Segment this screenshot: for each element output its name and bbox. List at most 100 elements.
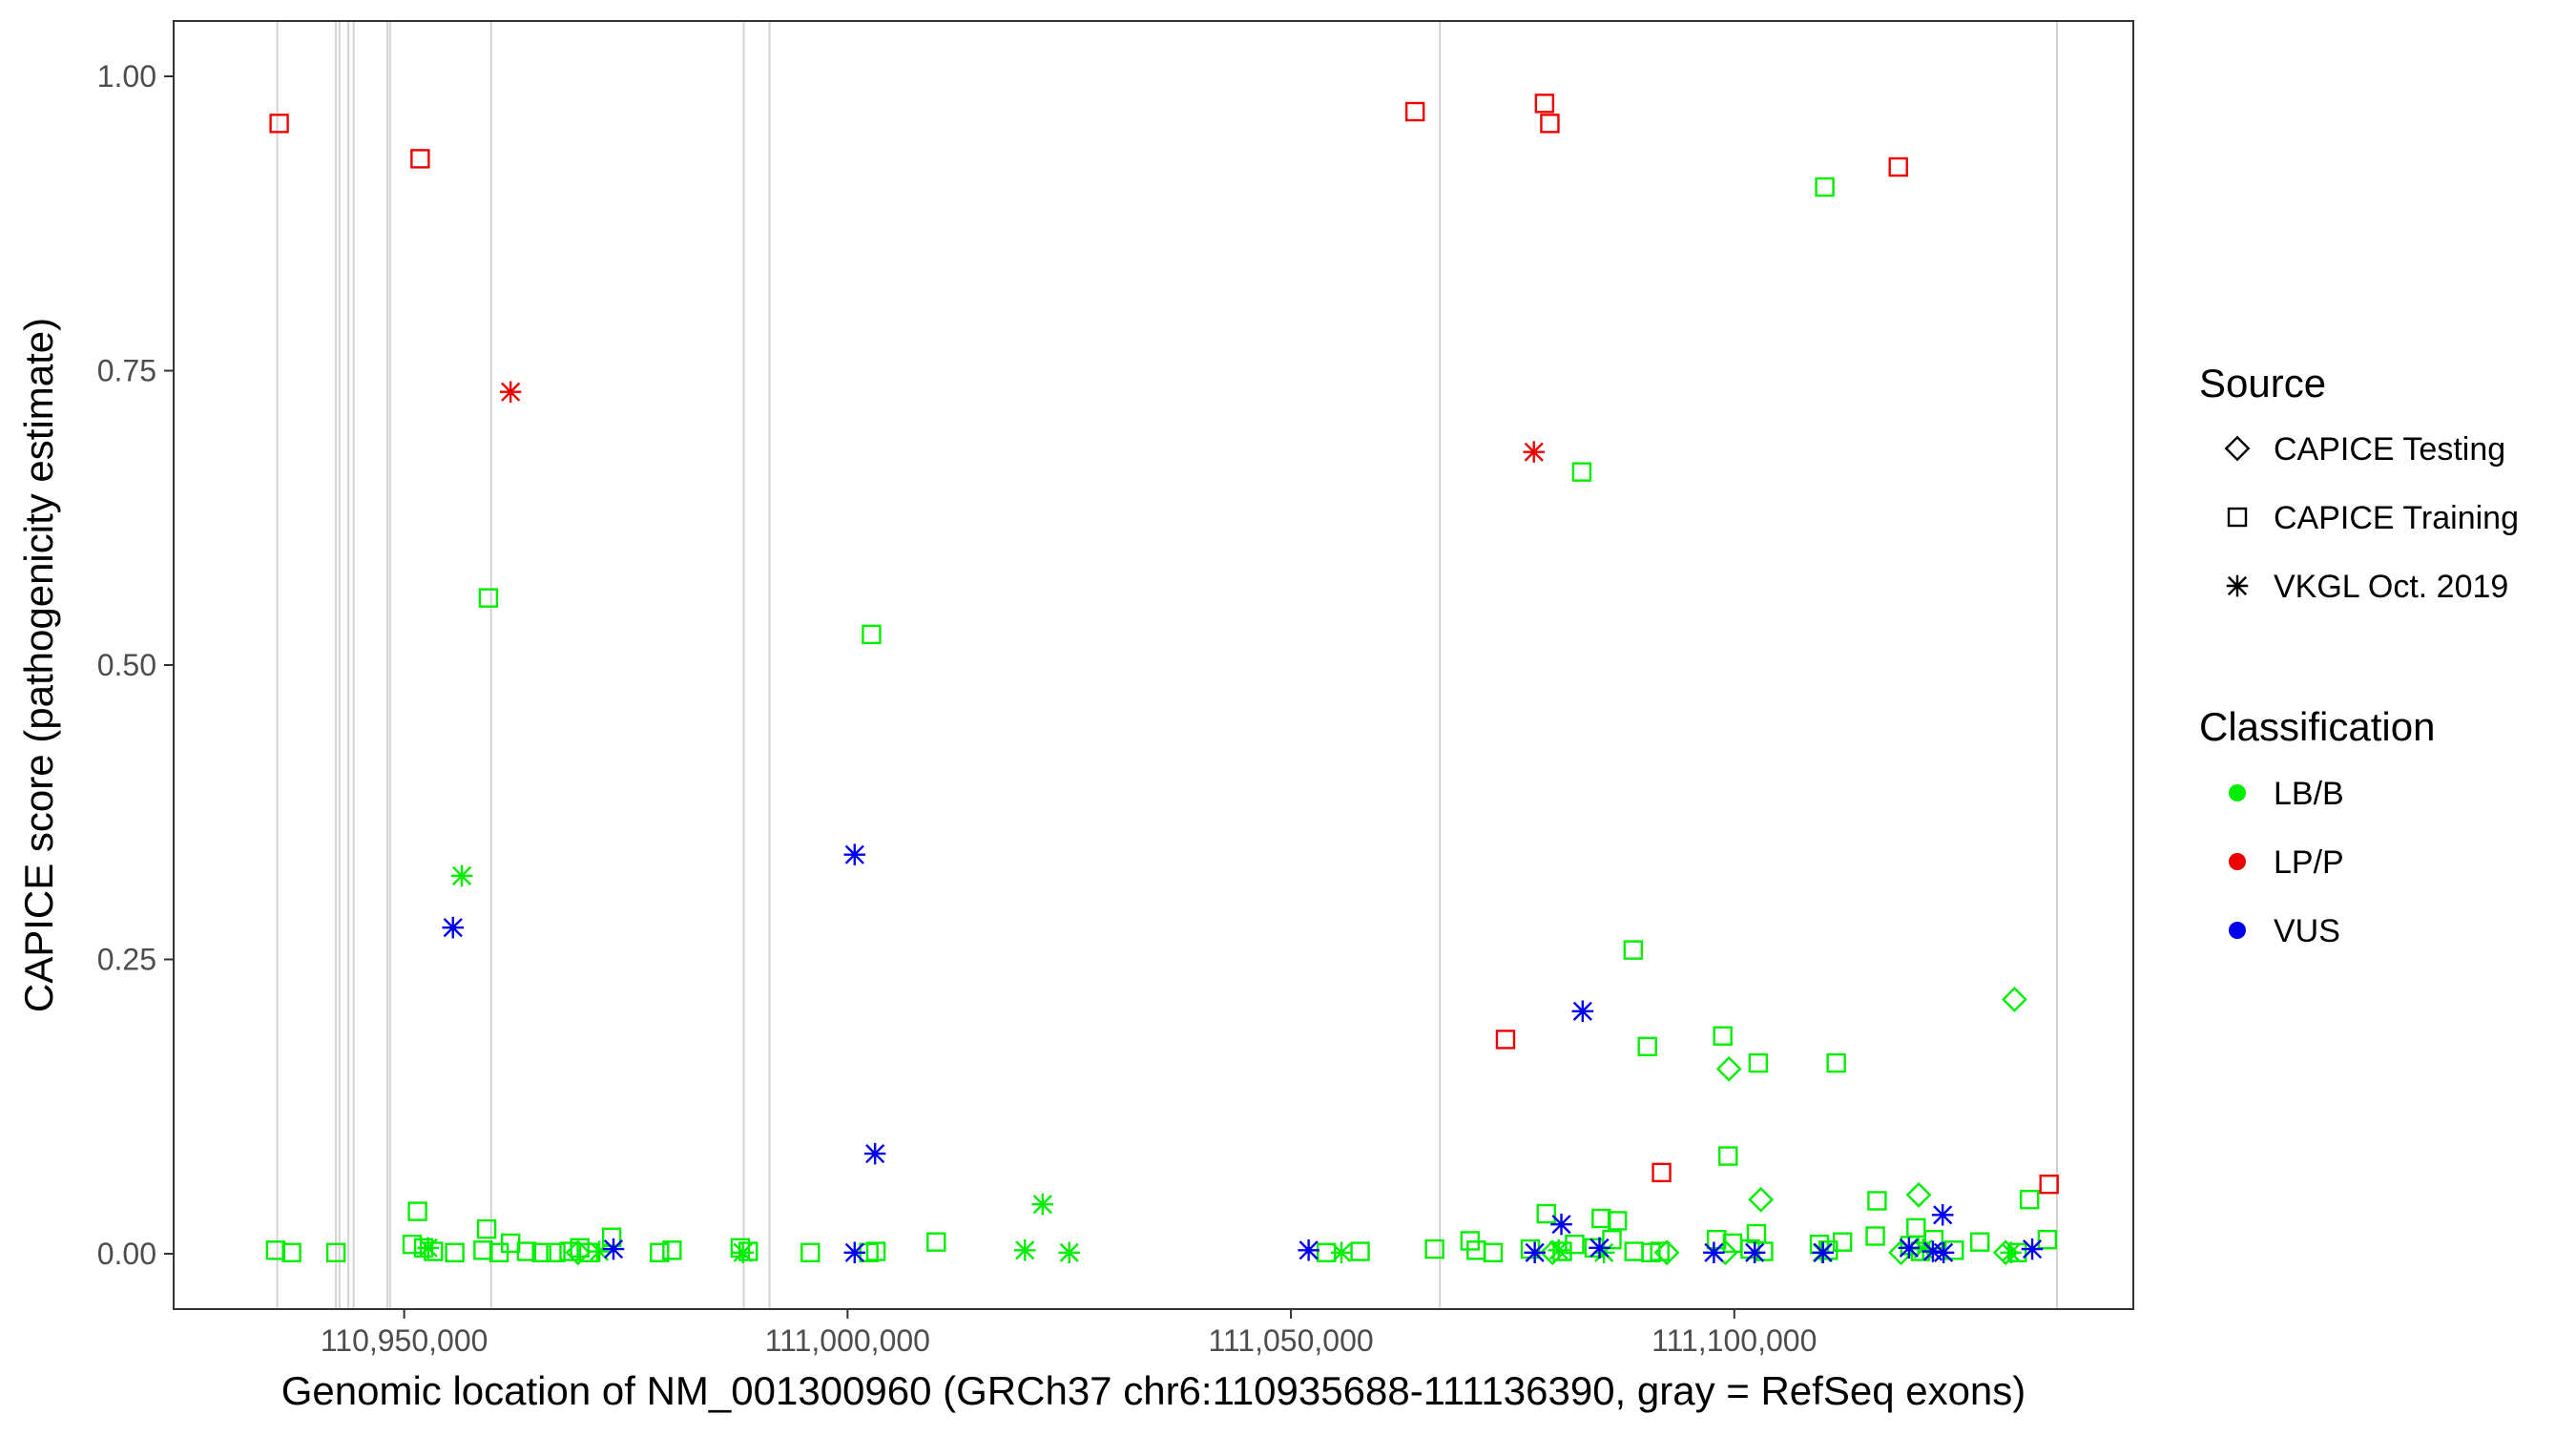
legend: Source CAPICE Testing CAPICE Training VKGL… bbox=[2199, 361, 2519, 949]
legend-classification-title: Classification bbox=[2199, 704, 2435, 749]
x-axis-label: Genomic location of NM_001300960 (GRCh37… bbox=[281, 1368, 2026, 1413]
x-axis: 110,950,000 111,000,000 111,050,000 111,100… bbox=[321, 1309, 1817, 1358]
data-point-diamond bbox=[1748, 1186, 1775, 1213]
y-axis: 0.00 0.25 0.50 0.75 1.00 bbox=[97, 59, 174, 1271]
legend-class-label: LP/P bbox=[2274, 844, 2344, 881]
data-point-diamond bbox=[1653, 1239, 1680, 1266]
data-point-asterisk bbox=[1743, 1241, 1766, 1264]
data-point-asterisk bbox=[1898, 1237, 1921, 1259]
data-point-square bbox=[1826, 1052, 1846, 1073]
data-point-asterisk bbox=[1524, 1241, 1546, 1264]
data-point-square bbox=[2037, 1229, 2058, 1250]
data-point-square bbox=[662, 1240, 682, 1260]
data-point-asterisk bbox=[588, 1240, 611, 1262]
data-point-square bbox=[865, 1241, 886, 1261]
data-point-asterisk bbox=[1932, 1241, 1955, 1264]
data-point-square bbox=[1350, 1241, 1370, 1261]
data-points bbox=[265, 94, 2059, 1266]
data-point-square bbox=[1623, 940, 1644, 960]
data-point-square bbox=[269, 114, 289, 134]
data-point-asterisk bbox=[1058, 1241, 1080, 1264]
data-point-asterisk bbox=[1931, 1204, 1954, 1226]
data-point-square bbox=[478, 588, 499, 608]
data-point-square bbox=[1404, 101, 1425, 122]
data-point-square bbox=[1591, 1208, 1611, 1229]
data-point-square bbox=[1832, 1232, 1853, 1252]
data-point-asterisk bbox=[1298, 1239, 1319, 1261]
data-point-asterisk bbox=[863, 1142, 886, 1165]
data-point-asterisk bbox=[2000, 1241, 2022, 1264]
data-point-asterisk bbox=[1912, 1238, 1934, 1260]
data-point-square bbox=[546, 1242, 566, 1262]
data-point-square bbox=[1650, 1241, 1670, 1261]
data-point-asterisk bbox=[1571, 1000, 1594, 1023]
data-point-square bbox=[1495, 1030, 1516, 1050]
data-point-asterisk bbox=[2021, 1238, 2044, 1260]
data-point-square bbox=[1607, 1211, 1628, 1231]
x-tick-label: 111,100,000 bbox=[1652, 1323, 1817, 1358]
data-point-square bbox=[1483, 1242, 1504, 1262]
data-point-asterisk bbox=[1550, 1213, 1572, 1236]
data-point-square bbox=[1718, 1146, 1738, 1166]
data-point-square bbox=[1602, 1229, 1622, 1250]
data-point-square bbox=[1748, 1052, 1769, 1073]
data-point-square bbox=[473, 1240, 493, 1260]
data-point-asterisk bbox=[602, 1238, 625, 1260]
data-point-square bbox=[402, 1234, 423, 1255]
data-point-square bbox=[1534, 94, 1555, 114]
data-point-asterisk bbox=[442, 916, 465, 939]
data-point-square bbox=[1637, 1036, 1657, 1057]
data-point-square bbox=[1571, 462, 1592, 482]
data-point-square bbox=[1815, 177, 1835, 198]
data-point-asterisk bbox=[843, 1241, 866, 1264]
data-point-diamond bbox=[565, 1239, 592, 1266]
data-point-asterisk bbox=[1013, 1239, 1036, 1261]
data-point-square bbox=[1706, 1229, 1727, 1250]
y-tick-label: 1.00 bbox=[97, 59, 156, 94]
legend-class-key bbox=[2229, 853, 2246, 870]
y-tick-label: 0.50 bbox=[97, 648, 156, 682]
data-point-asterisk bbox=[1589, 1237, 1610, 1259]
data-point-asterisk bbox=[1523, 441, 1545, 463]
legend-source-title: Source bbox=[2199, 361, 2326, 406]
data-point-square bbox=[445, 1242, 465, 1262]
y-tick-label: 0.00 bbox=[97, 1237, 156, 1271]
data-point-square bbox=[800, 1242, 821, 1262]
y-tick-label: 0.75 bbox=[97, 353, 156, 387]
data-point-square bbox=[1536, 1203, 1556, 1224]
data-point-square bbox=[1540, 114, 1560, 134]
data-point-asterisk bbox=[450, 864, 473, 887]
data-point-square bbox=[516, 1241, 537, 1261]
y-axis-label: CAPICE score (pathogenicity estimate) bbox=[16, 318, 61, 1012]
data-point-square bbox=[738, 1241, 758, 1261]
data-point-diamond bbox=[1905, 1181, 1932, 1208]
data-point-asterisk bbox=[1031, 1193, 1054, 1216]
data-point-asterisk bbox=[1812, 1241, 1834, 1264]
data-point-asterisk bbox=[1922, 1240, 1944, 1262]
data-point-square bbox=[476, 1218, 497, 1239]
legend-class-key bbox=[2229, 922, 2246, 939]
data-point-asterisk bbox=[1330, 1241, 1353, 1264]
data-point-square bbox=[1867, 1191, 1887, 1211]
y-tick-label: 0.25 bbox=[97, 943, 156, 977]
data-point-asterisk bbox=[843, 843, 866, 865]
exon-lines bbox=[276, 21, 2058, 1309]
data-point-square bbox=[926, 1232, 946, 1252]
data-point-diamond bbox=[1715, 1055, 1742, 1082]
data-point-square bbox=[531, 1242, 551, 1262]
legend-source-key-asterisk bbox=[2226, 574, 2249, 597]
data-point-square bbox=[1652, 1162, 1672, 1183]
legend-class-label: VUS bbox=[2274, 913, 2340, 949]
x-tick-label: 111,050,000 bbox=[1208, 1323, 1373, 1358]
legend-source-label: CAPICE Training bbox=[2274, 500, 2519, 536]
data-point-square bbox=[862, 624, 882, 645]
data-point-square bbox=[1713, 1026, 1733, 1046]
data-point-square bbox=[325, 1242, 346, 1262]
data-point-square bbox=[2039, 1174, 2059, 1195]
data-point-square bbox=[1970, 1232, 1990, 1252]
legend-source-label: CAPICE Testing bbox=[2274, 431, 2505, 468]
x-tick-label: 110,950,000 bbox=[321, 1323, 488, 1358]
